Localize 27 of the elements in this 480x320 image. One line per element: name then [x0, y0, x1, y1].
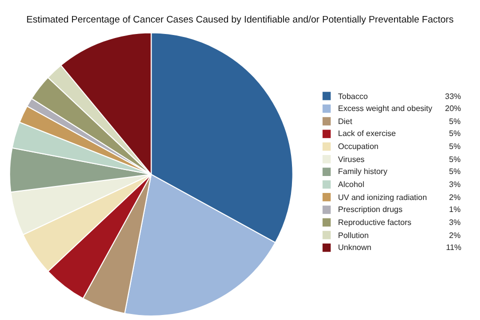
legend-label: Diet — [338, 117, 354, 126]
legend-label: Occupation — [338, 142, 378, 151]
data-label: 33% — [445, 92, 462, 101]
data-label: 5% — [449, 155, 461, 164]
legend-label: Unknown — [338, 243, 372, 252]
legend-label: Excess weight and obesity — [338, 104, 432, 113]
data-label: 20% — [445, 104, 462, 113]
legend-label: Pollution — [338, 231, 369, 240]
legend-label: Family history — [338, 167, 388, 176]
data-label: 2% — [449, 193, 461, 202]
legend-label: Lack of exercise — [338, 129, 396, 138]
legend-label: Alcohol — [338, 180, 364, 189]
data-label: 5% — [449, 167, 461, 176]
data-label: 1% — [449, 205, 461, 214]
chart-title: Estimated Percentage of Cancer Cases Caused by Identifiable and/or Potentially Preventable Factors — [26, 14, 454, 26]
legend-label: UV and ionizing radiation — [338, 193, 427, 202]
legend-label: Tobacco — [338, 92, 368, 101]
legend-label: Prescription drugs — [338, 205, 402, 214]
data-label: 5% — [449, 142, 461, 151]
data-label: 2% — [449, 231, 461, 240]
data-label: 3% — [449, 218, 461, 227]
legend-label: Viruses — [338, 155, 365, 164]
data-label: 3% — [449, 180, 461, 189]
data-label: 5% — [449, 129, 461, 138]
data-label: 11% — [446, 243, 462, 252]
legend-label: Reproductive factors — [338, 218, 412, 227]
data-label: 5% — [449, 117, 461, 126]
